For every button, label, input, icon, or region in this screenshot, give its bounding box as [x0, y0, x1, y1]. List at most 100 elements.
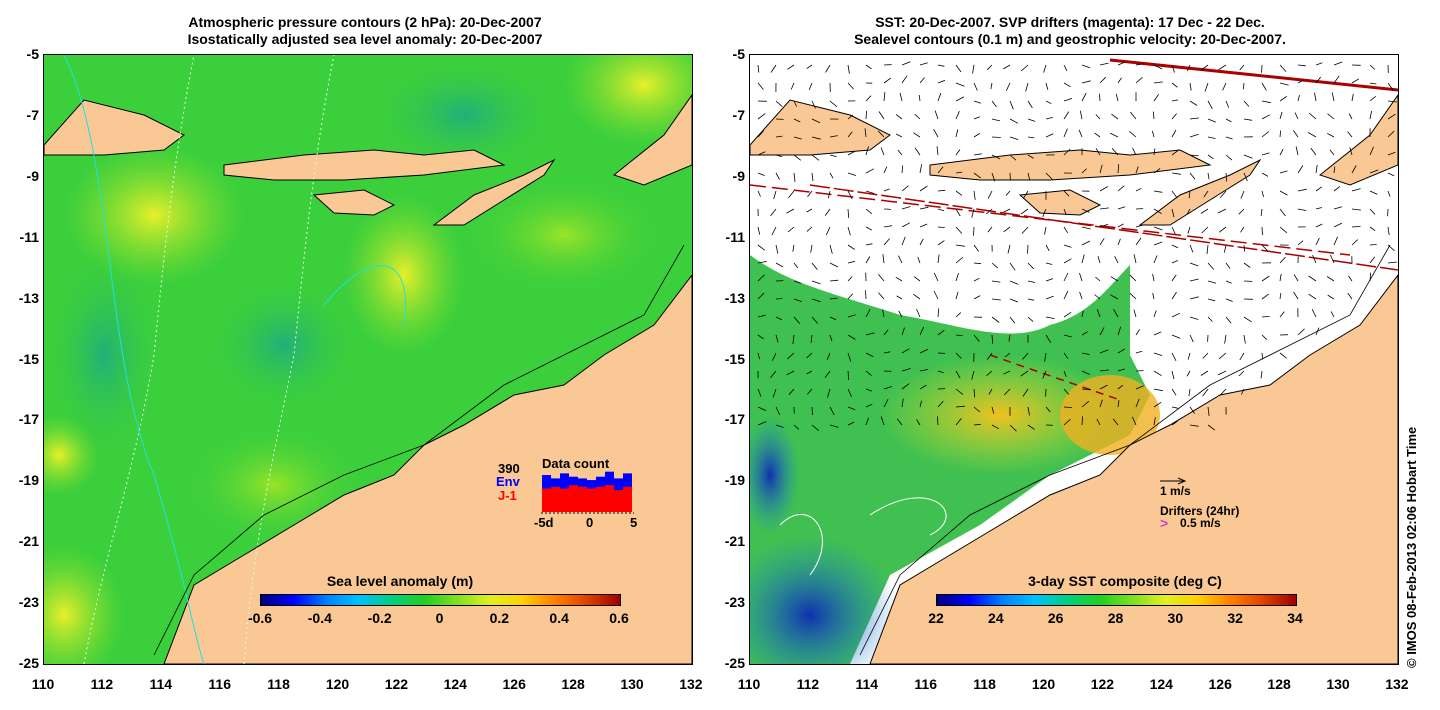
velocity-arrow — [973, 82, 978, 91]
velocity-arrow — [1351, 239, 1358, 246]
velocity-arrow — [1387, 190, 1391, 197]
velocity-arrow — [937, 64, 945, 67]
velocity-arrow — [1293, 274, 1299, 282]
velocity-arrow — [865, 352, 874, 357]
velocity-arrow — [1369, 256, 1376, 264]
sealevel-contour-1 — [779, 514, 823, 576]
velocity-arrow — [1327, 294, 1335, 300]
velocity-arrow — [1207, 424, 1216, 431]
velocity-arrow — [973, 244, 980, 252]
velocity-arrow — [1279, 352, 1287, 359]
velocity-arrow — [987, 226, 993, 233]
velocity-arrow — [757, 190, 761, 197]
left-title: Atmospheric pressure contours (2 hPa): 2… — [110, 14, 620, 48]
velocity-arrow — [790, 82, 795, 90]
velocity-arrow — [955, 256, 964, 264]
velocity-arrow — [757, 151, 766, 156]
velocity-arrow — [1081, 370, 1090, 375]
velocity-arrow — [1135, 187, 1142, 192]
velocity-arrow — [1133, 309, 1137, 318]
right-lat-tick: -19 — [724, 472, 745, 489]
velocity-arrow — [806, 352, 813, 359]
velocity-arrow — [775, 172, 780, 180]
velocity-arrow — [991, 262, 999, 269]
velocity-arrow — [865, 243, 873, 246]
velocity-arrow — [824, 208, 831, 216]
velocity-arrow — [1171, 388, 1177, 396]
velocity-arrow — [1351, 208, 1361, 211]
right-lat-tick: -5 — [732, 46, 745, 62]
velocity-arrow — [1117, 206, 1126, 210]
velocity-arrow — [811, 316, 819, 324]
satellite-track-3 — [750, 184, 1351, 256]
velocity-arrow — [1081, 64, 1091, 69]
velocity-arrow — [1009, 154, 1017, 161]
data-count-total: 390 — [498, 461, 520, 476]
velocity-arrow — [865, 208, 873, 215]
velocity-arrow — [1020, 64, 1029, 72]
left-lat-tick: -15 — [18, 350, 39, 367]
velocity-arrow — [1111, 113, 1119, 120]
velocity-arrow — [955, 405, 966, 408]
velocity-arrow — [1279, 311, 1285, 318]
velocity-arrow — [898, 255, 903, 264]
velocity-arrow — [1045, 244, 1050, 252]
velocity-arrow — [901, 236, 906, 246]
velocity-arrow — [1261, 131, 1269, 138]
left-lat-tick: -9 — [26, 167, 39, 184]
sst-colorbar-tick: 30 — [1167, 610, 1184, 626]
velocity-arrow — [1081, 331, 1088, 336]
velocity-arrow — [1099, 186, 1108, 192]
velocity-arrow — [901, 327, 905, 336]
velocity-arrow — [937, 254, 940, 264]
velocity-arrow — [986, 208, 993, 215]
velocity-arrow — [787, 352, 795, 360]
velocity-arrow — [918, 94, 921, 102]
velocity-arrow — [770, 208, 777, 217]
velocity-arrow — [1243, 316, 1252, 323]
velocity-arrow — [914, 113, 921, 120]
velocity-arrow — [1099, 349, 1109, 354]
j1-count-bar — [587, 488, 596, 512]
velocity-arrow — [1243, 118, 1253, 121]
velocity-arrow — [865, 256, 871, 264]
velocity-arrow — [1117, 164, 1120, 174]
j1-count-bar — [605, 485, 614, 512]
velocity-arrow — [1171, 99, 1179, 102]
velocity-arrow — [1027, 280, 1036, 283]
velocity-arrow — [1327, 133, 1335, 138]
pressure-contour-1 — [83, 55, 195, 664]
velocity-arrow — [1009, 118, 1019, 124]
j1-count-bar — [542, 488, 551, 512]
velocity-arrow — [793, 172, 796, 182]
velocity-arrow — [901, 383, 910, 390]
velocity-arrow — [1117, 77, 1122, 84]
velocity-arrow — [757, 226, 761, 235]
velocity-arrow — [1207, 280, 1217, 284]
velocity-arrow — [793, 262, 799, 269]
velocity-arrow — [901, 61, 911, 66]
velocity-arrow — [1261, 275, 1270, 282]
velocity-arrow — [865, 290, 867, 300]
velocity-arrow — [1171, 420, 1178, 426]
velocity-arrow — [955, 291, 959, 300]
velocity-arrow — [1347, 131, 1353, 138]
velocity-arrow — [919, 238, 924, 246]
velocity-arrow — [1308, 275, 1317, 282]
sla-colorbar-tick: 0.6 — [609, 610, 629, 626]
velocity-arrow — [793, 136, 802, 140]
velocity-arrow — [1022, 388, 1029, 397]
velocity-arrow — [1020, 370, 1029, 377]
left-lat-tick: -21 — [18, 533, 39, 550]
velocity-arrow — [865, 64, 872, 70]
velocity-arrow — [1315, 62, 1323, 66]
velocity-arrow — [1333, 222, 1343, 228]
velocity-arrow — [1312, 254, 1317, 264]
velocity-arrow — [1225, 100, 1230, 108]
velocity-arrow — [917, 256, 921, 264]
velocity-arrow — [806, 370, 813, 375]
velocity-arrow — [1387, 226, 1390, 236]
anomaly-low-1 — [44, 245, 164, 465]
velocity-arrow — [757, 261, 767, 264]
velocity-arrow — [775, 262, 784, 268]
